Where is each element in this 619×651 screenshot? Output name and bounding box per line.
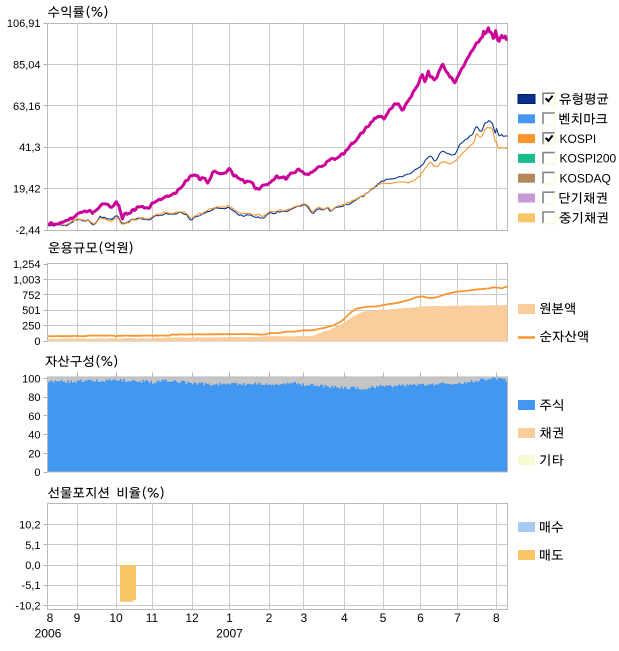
svg-text:80: 80 <box>28 392 40 404</box>
svg-text:0: 0 <box>34 467 40 479</box>
svg-text:100: 100 <box>22 374 40 386</box>
svg-text:63,16: 63,16 <box>13 101 41 113</box>
svg-text:2: 2 <box>266 611 273 625</box>
svg-text:10: 10 <box>109 611 123 625</box>
svg-text:-2,44: -2,44 <box>15 225 40 237</box>
svg-text:9: 9 <box>74 611 81 625</box>
svg-text:0,0: 0,0 <box>25 560 40 572</box>
svg-text:8: 8 <box>47 611 54 625</box>
svg-text:752: 752 <box>22 290 40 302</box>
svg-text:250: 250 <box>22 321 40 333</box>
svg-text:1,254: 1,254 <box>13 259 41 271</box>
svg-text:12: 12 <box>185 611 199 625</box>
svg-text:11: 11 <box>146 611 159 625</box>
svg-text:3: 3 <box>300 611 307 625</box>
svg-text:2006: 2006 <box>35 627 62 641</box>
svg-text:1: 1 <box>226 611 233 625</box>
svg-text:60: 60 <box>28 411 40 423</box>
svg-text:-10,2: -10,2 <box>15 600 40 612</box>
svg-text:KOSPI200: KOSPI200 <box>560 152 617 166</box>
svg-text:20: 20 <box>28 448 40 460</box>
svg-text:6: 6 <box>417 611 424 625</box>
svg-text:41,3: 41,3 <box>19 142 40 154</box>
svg-text:40: 40 <box>28 430 40 442</box>
svg-text:19,42: 19,42 <box>13 184 41 196</box>
svg-text:7: 7 <box>454 611 461 625</box>
svg-text:106,91: 106,91 <box>7 18 41 30</box>
svg-text:0: 0 <box>34 336 40 348</box>
svg-text:501: 501 <box>22 305 40 317</box>
svg-text:10,2: 10,2 <box>19 520 40 532</box>
svg-text:KOSDAQ: KOSDAQ <box>560 172 611 186</box>
svg-text:-5,1: -5,1 <box>22 580 41 592</box>
svg-text:5,1: 5,1 <box>25 540 40 552</box>
svg-text:5: 5 <box>380 611 387 625</box>
svg-text:2007: 2007 <box>216 627 243 641</box>
svg-text:85,04: 85,04 <box>13 59 41 71</box>
svg-text:KOSPI: KOSPI <box>560 132 597 146</box>
svg-text:4: 4 <box>341 611 348 625</box>
svg-text:1,003: 1,003 <box>13 275 41 287</box>
svg-text:8: 8 <box>493 611 500 625</box>
